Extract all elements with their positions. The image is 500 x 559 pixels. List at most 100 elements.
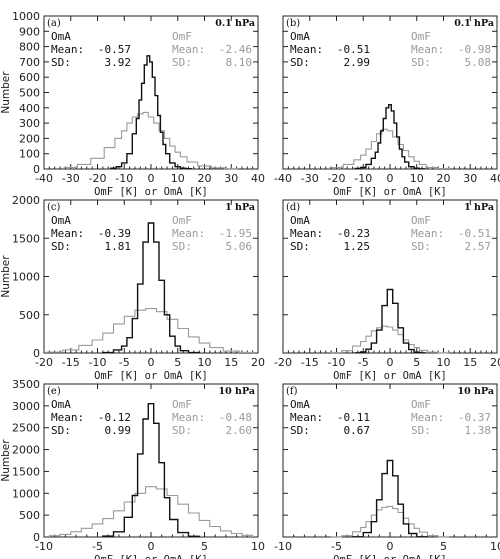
series-oma-histogram: [102, 403, 200, 537]
y-axis-label: Number: [0, 439, 12, 482]
y-tick-label: 900: [19, 25, 40, 38]
oma-mean-value: -0.57: [98, 43, 131, 56]
panel-tag: (b): [286, 18, 300, 29]
x-tick-label: -10: [354, 172, 372, 185]
x-tick-label: 10: [437, 356, 451, 369]
x-tick-label: 30: [224, 172, 238, 185]
panel-tag: (f): [286, 386, 298, 397]
oma-sd-label: SD:: [290, 56, 310, 69]
y-tick-label: 1000: [12, 271, 40, 284]
y-tick-label: 2000: [12, 444, 40, 457]
plot-frame: [43, 15, 259, 170]
omf-sd-label: SD:: [411, 424, 431, 437]
y-tick-label: 0: [33, 531, 40, 544]
oma-sd-label: SD:: [51, 240, 71, 253]
omf-label: OmF: [172, 398, 192, 411]
x-tick-label: -10: [328, 356, 346, 369]
y-tick-label: 400: [19, 102, 40, 115]
oma-mean-value: -0.23: [337, 227, 370, 240]
y-tick-label: 600: [19, 71, 40, 84]
omf-mean-label: Mean:: [172, 43, 205, 56]
omf-mean-value: -0.37: [458, 411, 491, 424]
x-tick-label: 5: [413, 356, 420, 369]
series-omf-histogram: [63, 111, 239, 170]
omf-mean-value: -0.98: [458, 43, 491, 56]
pressure-level: 1 hPa: [225, 202, 255, 213]
omf-label: OmF: [172, 30, 192, 43]
omf-sd-label: SD:: [172, 56, 192, 69]
x-tick-label: 0: [148, 540, 155, 553]
y-tick-label: 2500: [12, 422, 40, 435]
panel-tag: (d): [286, 202, 300, 213]
series-omf-histogram: [48, 486, 254, 537]
x-tick-label: 10: [171, 172, 185, 185]
oma-sd-label: SD:: [290, 240, 310, 253]
y-tick-label: 1500: [12, 465, 40, 478]
omf-sd-value: 5.06: [226, 240, 253, 253]
panel-b: -40 -30 -20 -10 0 10 20 30 40 OmF [K] or OmA [K] (…: [274, 15, 500, 198]
omf-mean-label: Mean:: [411, 227, 444, 240]
y-tick-label: 100: [19, 148, 40, 161]
x-tick-label: -5: [92, 540, 103, 553]
pressure-level: 10 hPa: [219, 386, 255, 397]
series-omf-histogram: [330, 325, 450, 354]
y-tick-label: 1500: [12, 232, 40, 245]
panel-a: -40 -30 -20 -10 0 10 20 30 400100200300400500600…: [0, 10, 265, 198]
oma-label: OmA: [51, 214, 71, 227]
omf-label: OmF: [411, 398, 431, 411]
omf-sd-label: SD:: [172, 240, 192, 253]
y-tick-label: 1000: [12, 10, 40, 23]
oma-mean-label: Mean:: [51, 227, 84, 240]
omf-mean-label: Mean:: [172, 411, 205, 424]
oma-mean-value: -0.12: [98, 411, 131, 424]
x-tick-label: 10: [410, 172, 424, 185]
y-tick-label: 500: [19, 309, 40, 322]
x-tick-label: -30: [301, 172, 319, 185]
omf-label: OmF: [172, 214, 192, 227]
x-axis-label: OmF [K] or OmA [K]: [94, 554, 208, 559]
omf-sd-label: SD:: [411, 56, 431, 69]
x-tick-label: -10: [35, 540, 53, 553]
y-tick-label: 0: [33, 347, 40, 360]
y-tick-label: 700: [19, 56, 40, 69]
x-tick-label: 30: [463, 172, 477, 185]
panel-c: -20 -15 -10 -5 0 5 10 15 20 0 500 1000 1500 2000 OmF […: [0, 194, 265, 382]
oma-sd-value: 3.92: [105, 56, 132, 69]
omf-sd-value: 2.60: [226, 424, 253, 437]
series-omf-histogram: [46, 308, 256, 353]
x-tick-label: -5: [119, 356, 130, 369]
oma-label: OmA: [290, 214, 310, 227]
oma-sd-label: SD:: [51, 56, 71, 69]
y-tick-label: 3500: [12, 378, 40, 391]
x-tick-label: 40: [251, 172, 265, 185]
omf-mean-value: -0.48: [219, 411, 252, 424]
x-tick-label: 0: [148, 356, 155, 369]
x-tick-label: -10: [115, 172, 133, 185]
oma-mean-label: Mean:: [290, 411, 323, 424]
series-omf-histogram: [329, 128, 451, 170]
omf-mean-value: -2.46: [219, 43, 252, 56]
omf-label: OmF: [411, 30, 431, 43]
x-tick-label: -20: [35, 356, 53, 369]
x-tick-label: 10: [198, 356, 212, 369]
y-tick-label: 500: [19, 87, 40, 100]
x-tick-label: 20: [198, 172, 212, 185]
plot-frame: [282, 15, 498, 170]
x-tick-label: 10: [490, 540, 500, 553]
x-tick-label: -20: [89, 172, 107, 185]
oma-sd-value: 1.81: [105, 240, 132, 253]
panel-f: -10-50510OmF [K] or OmA [K](f)10 hPaOmAM…: [274, 383, 500, 559]
x-tick-label: 15: [224, 356, 238, 369]
plot-frame: [43, 383, 259, 538]
oma-label: OmA: [290, 398, 310, 411]
oma-label: OmA: [51, 398, 71, 411]
omf-sd-label: SD:: [411, 240, 431, 253]
x-tick-label: 15: [463, 356, 477, 369]
omf-label: OmF: [411, 214, 431, 227]
pressure-level: 1 hPa: [464, 202, 494, 213]
y-tick-label: 500: [19, 509, 40, 522]
panel-e: -10 -5 0 5 10 0 500 1000 1500 2000 2500 3000 3500 OmF…: [0, 378, 265, 559]
y-axis-label: Number: [0, 71, 12, 114]
y-tick-label: 3000: [12, 400, 40, 413]
